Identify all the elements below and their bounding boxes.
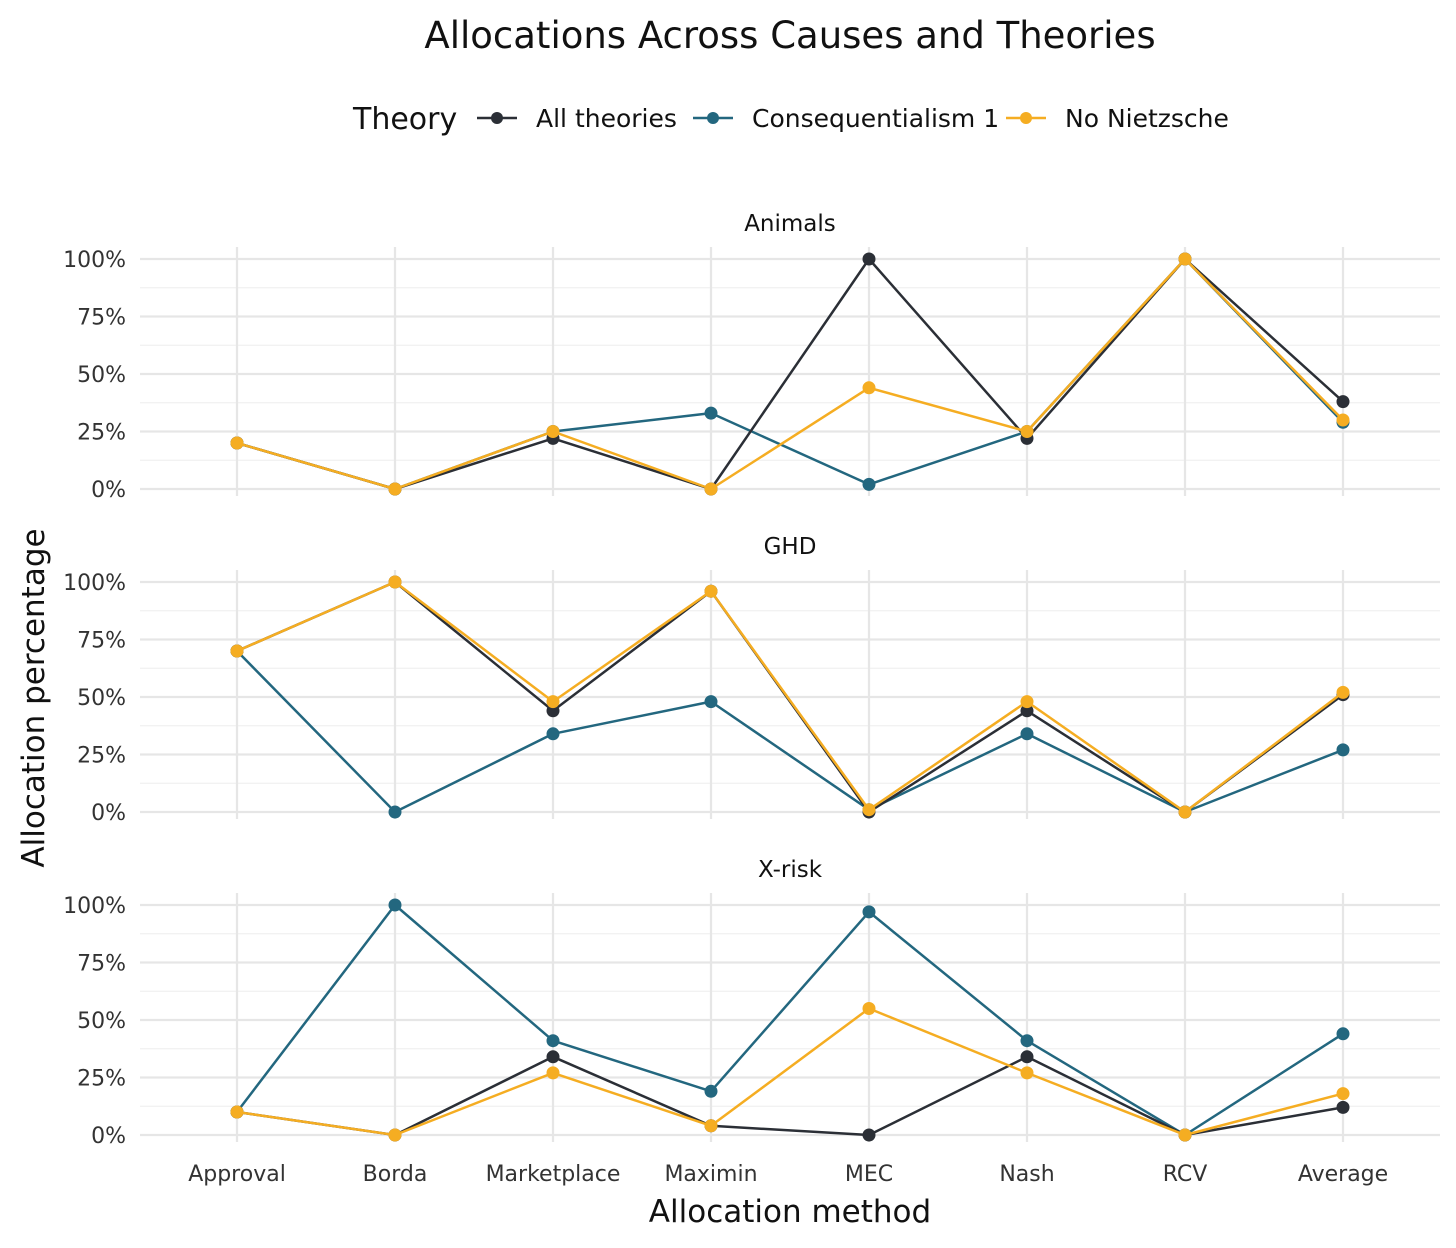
y-tick-label: 25% [77, 1067, 126, 1092]
data-point-all-theories-marketplace [546, 1050, 560, 1064]
legend-label-no-nietzsche: No Nietzsche [1065, 104, 1229, 133]
legend-label-consequentialism-1: Consequentialism 1 [752, 104, 999, 133]
y-tick-label: 0% [91, 801, 126, 826]
panel-title-ghd: GHD [764, 534, 817, 560]
legend-entry-all-theories: All theories [477, 104, 677, 133]
x-tick-label-nash: Nash [999, 1162, 1054, 1187]
data-point-no-nietzsche-maximin [704, 1119, 718, 1133]
x-axis-ticks: Approval Borda Marketplace Maximin MEC Nash RC… [188, 1162, 1388, 1187]
y-tick-label: 75% [77, 952, 126, 977]
x-tick-label-maximin: Maximin [664, 1162, 757, 1187]
data-point-consequentialism-1-borda [388, 805, 402, 819]
data-point-consequentialism-1-mec [862, 905, 876, 919]
data-point-no-nietzsche-marketplace [546, 425, 560, 438]
series-line-no-nietzsche-animals [236, 257, 1344, 491]
panel-x-risk: X-risk 0% 25% 50% 75% 100% [63, 857, 1440, 1149]
data-point-all-theories-mec [862, 252, 876, 266]
series-line-no-nietzsche-ghd [236, 580, 1344, 814]
data-point-no-nietzsche-average [1336, 413, 1350, 427]
data-point-consequentialism-1-marketplace [546, 727, 560, 741]
x-tick-label-rcv: RCV [1163, 1162, 1208, 1187]
legend-title: Theory [352, 102, 457, 137]
data-point-no-nietzsche-mec [862, 1002, 876, 1015]
x-tick-label-borda: Borda [363, 1162, 428, 1187]
legend-key-consequentialism-1 [707, 112, 719, 124]
data-point-no-nietzsche-rcv [1178, 1128, 1192, 1142]
y-axis-title: Allocation percentage [16, 528, 52, 867]
y-tick-label: 100% [63, 248, 126, 273]
data-point-all-theories-average [1336, 1100, 1350, 1114]
panel-title-animals: Animals [744, 211, 836, 237]
legend: Theory All theories Consequentialism 1 N… [352, 102, 1229, 137]
x-tick-label-approval: Approval [188, 1162, 286, 1187]
data-point-no-nietzsche-nash [1020, 695, 1034, 709]
data-point-no-nietzsche-nash [1020, 1066, 1034, 1080]
data-point-consequentialism-1-average [1336, 1027, 1350, 1041]
data-point-no-nietzsche-rcv [1178, 252, 1192, 266]
data-point-consequentialism-1-maximin [704, 406, 718, 420]
legend-key-all-theories [491, 112, 503, 124]
data-point-all-theories-marketplace [546, 704, 560, 718]
data-point-no-nietzsche-mec [862, 803, 876, 817]
y-tick-label: 75% [77, 306, 126, 331]
y-tick-label: 100% [63, 894, 126, 919]
data-point-no-nietzsche-maximin [704, 584, 718, 598]
data-point-no-nietzsche-mec [862, 381, 876, 395]
data-point-consequentialism-1-average [1336, 743, 1350, 757]
y-tick-label: 75% [77, 629, 126, 654]
data-point-no-nietzsche-maximin [704, 482, 718, 496]
data-point-no-nietzsche-average [1336, 685, 1350, 699]
y-tick-label: 50% [77, 363, 126, 388]
legend-key-no-nietzsche [1020, 112, 1032, 124]
data-point-consequentialism-1-maximin [704, 695, 718, 709]
legend-label-all-theories: All theories [536, 104, 677, 133]
data-point-no-nietzsche-approval [230, 644, 244, 658]
y-tick-label: 0% [91, 478, 126, 503]
x-tick-label-marketplace: Marketplace [486, 1162, 621, 1187]
data-point-no-nietzsche-rcv [1178, 805, 1192, 819]
data-point-consequentialism-1-borda [388, 898, 402, 912]
data-point-all-theories-nash [1020, 704, 1034, 718]
data-point-no-nietzsche-marketplace [546, 1066, 560, 1080]
series-line-no-nietzsche-x-risk [236, 1007, 1344, 1137]
y-tick-label: 25% [77, 421, 126, 446]
y-tick-label: 100% [63, 571, 126, 596]
legend-entry-no-nietzsche: No Nietzsche [1006, 104, 1229, 133]
data-point-all-theories-nash [1020, 1050, 1034, 1064]
y-tick-label: 50% [77, 1009, 126, 1034]
data-point-all-theories-mec [862, 1128, 876, 1142]
data-point-no-nietzsche-borda [388, 482, 402, 496]
facet-panels: Animals 0% 25% 50% 75% 100% GHD 0% 25% 50% 75% 100%… [63, 211, 1440, 1149]
data-point-no-nietzsche-marketplace [546, 695, 560, 709]
data-point-no-nietzsche-borda [388, 575, 402, 589]
data-point-no-nietzsche-borda [388, 1128, 402, 1142]
series-line-consequentialism-1-ghd [236, 650, 1344, 814]
y-tick-label: 25% [77, 744, 126, 769]
panel-animals: Animals 0% 25% 50% 75% 100% [63, 211, 1440, 503]
data-point-no-nietzsche-average [1336, 1087, 1350, 1101]
series-line-consequentialism-1-x-risk [236, 903, 1344, 1137]
legend-entry-consequentialism-1: Consequentialism 1 [693, 104, 999, 133]
data-point-consequentialism-1-mec [862, 477, 876, 491]
panel-title-x-risk: X-risk [758, 857, 823, 883]
x-axis-title: Allocation method [649, 1194, 931, 1230]
y-tick-label: 50% [77, 686, 126, 711]
data-point-consequentialism-1-nash [1020, 727, 1034, 741]
data-point-consequentialism-1-marketplace [546, 1034, 560, 1048]
chart-title: Allocations Across Causes and Theories [424, 14, 1155, 57]
data-point-no-nietzsche-nash [1020, 425, 1034, 438]
data-point-no-nietzsche-approval [230, 436, 244, 450]
y-tick-label: 0% [91, 1124, 126, 1149]
x-tick-label-mec: MEC [845, 1162, 893, 1187]
data-point-consequentialism-1-maximin [704, 1084, 718, 1098]
data-point-all-theories-average [1336, 395, 1350, 409]
data-point-consequentialism-1-nash [1020, 1034, 1034, 1048]
series-line-all-theories-x-risk [236, 1055, 1344, 1137]
data-point-no-nietzsche-approval [230, 1105, 244, 1119]
x-tick-label-average: Average [1298, 1162, 1388, 1187]
panel-ghd: GHD 0% 25% 50% 75% 100% [63, 534, 1440, 826]
